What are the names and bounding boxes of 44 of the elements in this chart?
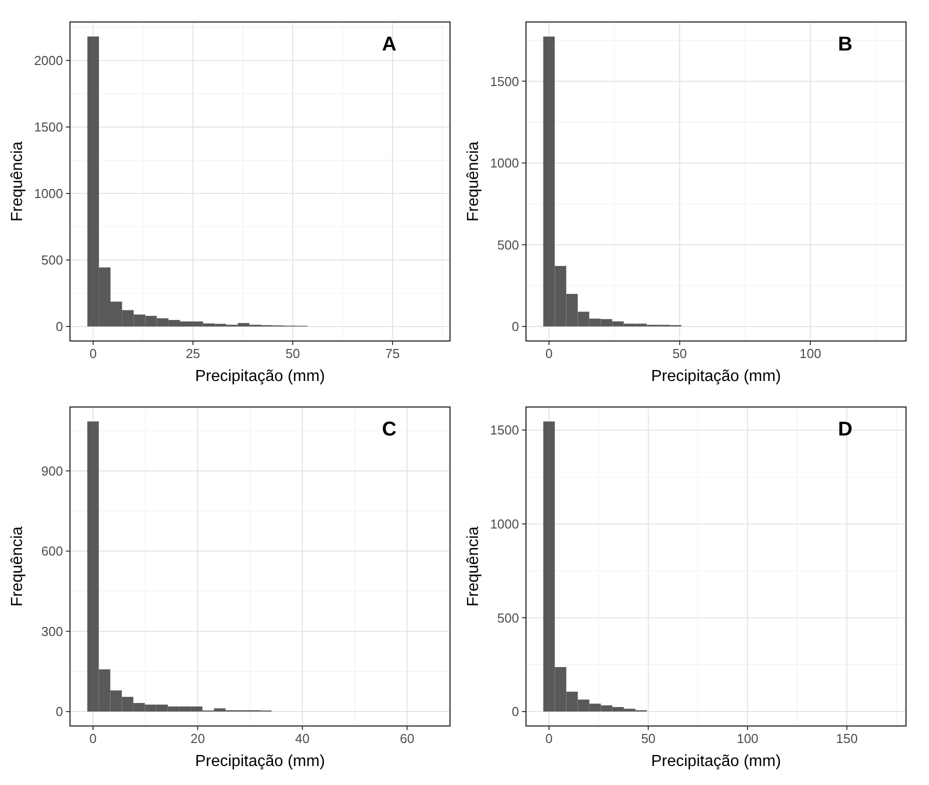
y-axis-title: Frequência [465, 141, 482, 222]
x-axis-title: Precipitação (mm) [195, 753, 325, 770]
y-tick-label: 1500 [34, 120, 63, 135]
x-axis-title: Precipitação (mm) [195, 368, 325, 385]
annotation: A [382, 34, 396, 56]
annotation: D [838, 418, 852, 441]
y-tick-label: 2000 [34, 52, 63, 68]
x-tick-label: 0 [89, 731, 97, 746]
y-axis-title: Frequência [9, 141, 26, 222]
x-axis-title: Precipitação (mm) [651, 368, 781, 385]
y-tick-label: 0 [56, 319, 63, 334]
annotation: B [838, 34, 852, 56]
y-axis-title: Frequência [9, 526, 26, 607]
x-tick-label: 100 [799, 346, 822, 361]
x-tick-label: 60 [400, 731, 414, 746]
y-tick-label: 0 [56, 704, 63, 720]
x-tick-label: 50 [672, 346, 687, 361]
y-axis-title: Frequência [465, 526, 482, 607]
y-tick-label: 0 [512, 704, 519, 720]
x-tick-label: 75 [385, 346, 400, 361]
y-tick-label: 1000 [490, 155, 519, 170]
x-tick-label: 0 [545, 731, 553, 746]
y-tick-label: 500 [41, 252, 63, 268]
y-tick-label: 500 [497, 610, 519, 626]
x-tick-label: 20 [190, 731, 205, 746]
x-tick-label: 150 [836, 731, 858, 746]
y-tick-label: 1000 [34, 186, 63, 202]
x-tick-label: 25 [186, 346, 200, 361]
y-tick-label: 600 [41, 544, 63, 559]
x-tick-label: 0 [545, 346, 553, 361]
y-tick-label: 300 [41, 624, 63, 639]
y-tick-label: 0 [512, 319, 519, 334]
y-tick-label: 1500 [490, 74, 519, 89]
y-tick-label: 1000 [490, 516, 519, 532]
x-tick-label: 40 [295, 731, 310, 746]
x-tick-label: 50 [285, 346, 300, 361]
y-tick-label: 900 [41, 463, 63, 478]
x-tick-label: 0 [90, 346, 97, 361]
x-tick-label: 100 [736, 731, 758, 746]
x-axis-title: Precipitação (mm) [651, 753, 781, 770]
y-tick-label: 1500 [490, 422, 519, 438]
y-tick-label: 500 [497, 237, 519, 252]
annotation: C [382, 418, 396, 441]
x-tick-label: 50 [641, 731, 656, 746]
